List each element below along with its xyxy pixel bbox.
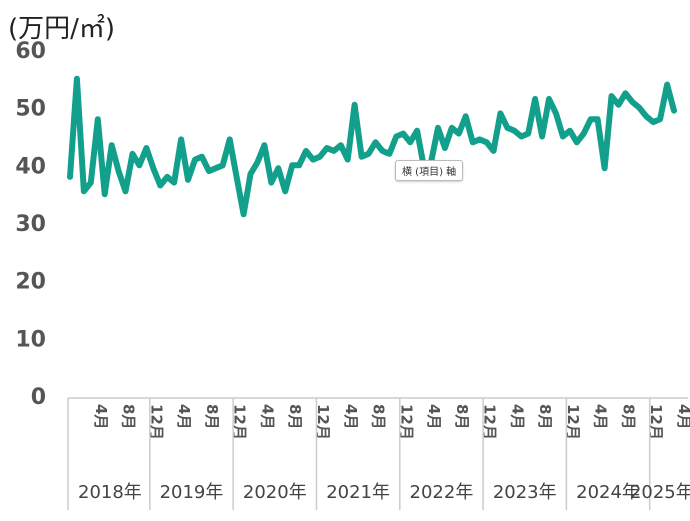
- x-month-tick-label: 8月: [286, 404, 304, 429]
- x-month-tick-label: 12月: [397, 404, 415, 440]
- y-tick-label: 10: [15, 327, 46, 352]
- x-month-tick-label: 12月: [481, 404, 499, 440]
- x-year-label: 2025年: [630, 482, 690, 503]
- x-month-tick-label: 8月: [619, 404, 637, 429]
- x-year-label: 2021年: [326, 482, 390, 503]
- axis-tooltip: 横 (項目) 軸: [395, 160, 464, 181]
- x-month-tick-label: 12月: [231, 404, 249, 440]
- x-month-tick-label: 8月: [453, 404, 471, 429]
- x-year-label: 2022年: [410, 482, 474, 503]
- y-tick-label: 50: [15, 97, 46, 122]
- x-year-label: 2023年: [493, 482, 557, 503]
- y-tick-label: 60: [15, 39, 46, 64]
- x-year-label: 2019年: [160, 482, 224, 503]
- x-axis: 4月 8月 12月 4月 8月 12月 4月 8月 12月 4月 8月 12月 4月 8月 12月 4月 8月 1…: [67, 397, 690, 510]
- plot-area: [67, 75, 677, 218]
- y-tick-label: 40: [15, 154, 46, 179]
- x-year-label: 2024年: [576, 482, 640, 503]
- x-month-tick-label: 8月: [203, 404, 221, 429]
- y-tick-label: 30: [15, 212, 46, 237]
- x-month-tick-label: 8月: [536, 404, 554, 429]
- x-month-tick-label: 8月: [120, 404, 138, 429]
- series-line: [67, 75, 677, 218]
- x-year-label: 2018年: [78, 482, 142, 503]
- y-axis-unit-label: (万円/㎡): [8, 14, 116, 44]
- x-year-label: 2020年: [243, 482, 307, 503]
- x-month-tick-label: 8月: [370, 404, 388, 429]
- y-axis-ticks: 0 10 20 30 40 50 60: [15, 39, 46, 410]
- x-month-tick-label: 4月: [175, 404, 193, 429]
- y-tick-label: 0: [31, 385, 46, 410]
- x-month-tick-label: 12月: [314, 404, 332, 440]
- x-month-tick-label: 12月: [647, 404, 665, 440]
- x-month-tick-label: 4月: [92, 404, 110, 429]
- x-month-tick-label: 12月: [147, 404, 165, 440]
- y-tick-label: 20: [15, 270, 46, 295]
- x-month-tick-label: 4月: [258, 404, 276, 429]
- x-month-tick-label: 4月: [508, 404, 526, 429]
- x-month-tick-label: 4月: [425, 404, 443, 429]
- x-month-tick-label: 4月: [592, 404, 610, 429]
- x-month-tick-label: 4月: [675, 404, 690, 429]
- x-month-tick-label: 12月: [564, 404, 582, 440]
- x-month-tick-label: 4月: [342, 404, 360, 429]
